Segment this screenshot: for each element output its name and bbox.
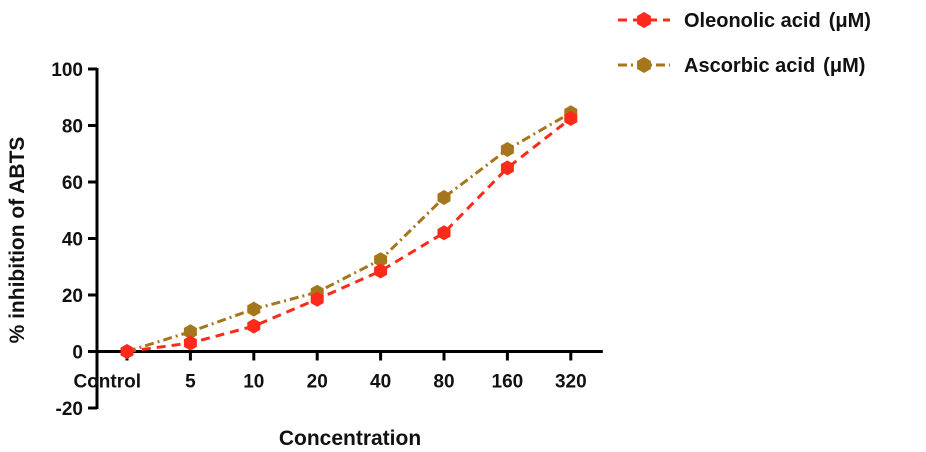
series-0-point (310, 291, 324, 307)
x-tick-label: 80 (433, 372, 454, 393)
y-tick-label: 40 (62, 230, 83, 251)
legend-series-unit: (μM) (829, 10, 871, 32)
legend-entry-ascorbic: Ascorbic acid (μM) (618, 55, 865, 77)
legend: Oleonolic acid (μM) Ascorbic acid (μM) (618, 10, 871, 77)
series-1-point (500, 142, 514, 157)
legend-marker-ascorbic-icon (637, 57, 651, 73)
y-tick-label: 20 (62, 286, 83, 307)
x-tick-label: 5 (185, 372, 196, 393)
series-0-point (437, 225, 451, 241)
series-0-point (183, 335, 197, 351)
y-tick-label: 80 (62, 117, 83, 138)
y-tick-label: 100 (51, 60, 83, 81)
x-tick-label: Control (73, 372, 141, 393)
legend-marker-oleonolic-icon (637, 12, 651, 28)
series-lines (126, 111, 572, 353)
x-tick-label: 320 (555, 372, 587, 393)
series-1-point (247, 301, 261, 317)
series-line-0 (126, 117, 572, 353)
series-0-point (374, 263, 388, 279)
x-axis-title: Concentration (279, 427, 421, 450)
y-tick-label: 60 (62, 173, 83, 194)
series-points (120, 105, 578, 359)
series-0-point (120, 344, 134, 359)
series-0-point (500, 160, 514, 176)
y-axis-ticks: -20 0 20 40 60 80 100 (51, 60, 97, 420)
series-0-point (247, 318, 261, 334)
legend-series-name: Ascorbic acid (684, 55, 815, 77)
x-tick-label: 20 (307, 372, 328, 393)
y-tick-label: -20 (56, 399, 83, 420)
legend-label-ascorbic: Ascorbic acid (μM) (684, 55, 865, 77)
plot-area: -20 0 20 40 60 80 100 Control 5 10 20 40 80 160 320 (51, 60, 603, 420)
y-tick-label: 0 (72, 343, 83, 364)
x-tick-label: 40 (370, 372, 391, 393)
legend-series-unit: (μM) (823, 55, 865, 77)
x-axis-ticks: Control 5 10 20 40 80 160 320 (73, 351, 587, 393)
x-tick-label: 10 (243, 372, 264, 393)
series-1-point (183, 324, 197, 340)
y-axis-title: % inhibition of ABTS (6, 137, 29, 344)
x-tick-label: 160 (492, 372, 524, 393)
legend-series-name: Oleonolic acid (684, 10, 821, 32)
legend-entry-oleonolic: Oleonolic acid (μM) (618, 10, 871, 32)
series-0-point (564, 110, 578, 126)
legend-label-oleonolic: Oleonolic acid (μM) (684, 10, 871, 32)
series-1-point (374, 252, 388, 268)
series-1-point (437, 190, 451, 205)
series-line-1 (126, 111, 572, 353)
